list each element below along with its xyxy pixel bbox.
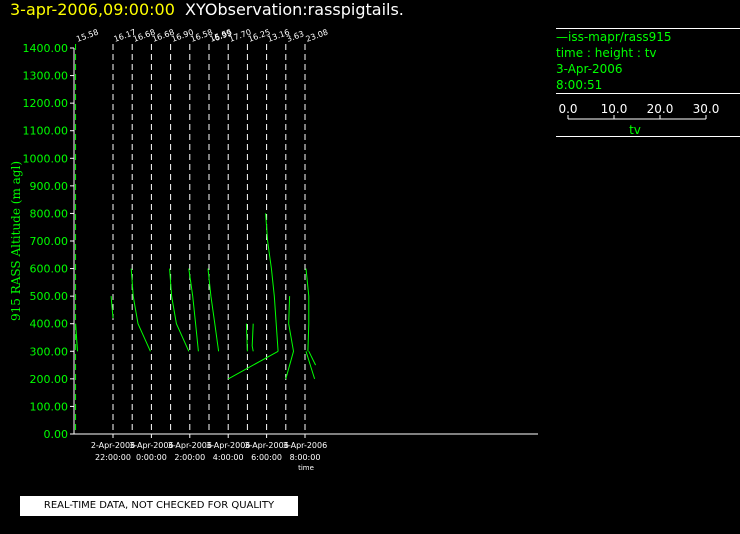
y-axis-label: 915 RASS Altitude (m agl) — [9, 161, 23, 321]
data-series-13 — [308, 351, 317, 366]
header-date: 3-apr-2006,09:00:00 — [10, 0, 175, 19]
legend-date: 3-Apr-2006 — [556, 62, 623, 76]
data-series-8 — [285, 296, 295, 380]
y-tick-label: 800.00 — [30, 207, 69, 220]
y-tick-label: 200.00 — [30, 373, 69, 386]
y-tick-label: 1000.00 — [23, 152, 69, 165]
y-tick-label: 700.00 — [30, 235, 69, 248]
data-series-11 — [251, 323, 254, 352]
x-tick-label-date: 3-Apr-2006 — [283, 441, 327, 450]
y-tick-label: 400.00 — [30, 318, 69, 331]
x-tick-label-date: 3-Apr-2006 — [244, 441, 288, 450]
x-tick-label-time: 2:00:00 — [174, 453, 205, 462]
y-tick-label: 100.00 — [30, 400, 69, 413]
y-tick-label: 600.00 — [30, 263, 69, 276]
legend-scale-tick-label-2: 20.0 — [647, 102, 674, 116]
legend-scale-tick-label-3: 30.0 — [693, 102, 720, 116]
data-series-7 — [265, 213, 279, 352]
legend-color-scale: 0.0 10.0 20.0 30.0 tv — [556, 93, 740, 137]
x-tick-label-date: 3-Apr-2006 — [206, 441, 250, 450]
data-series-12 — [305, 351, 316, 380]
data-series-3 — [169, 268, 190, 352]
y-tick-label: 1400.00 — [23, 42, 69, 55]
legend-panel: —iss-mapr/rass915 time : height : tv 3-A… — [556, 28, 740, 155]
data-series-4 — [188, 268, 199, 352]
profile-value-label: 15.58 — [75, 28, 100, 44]
y-tick-label: 0.00 — [44, 428, 69, 441]
data-series-2 — [130, 268, 151, 352]
legend-scale-tick-label-1: 10.0 — [601, 102, 628, 116]
x-tick-label-time: 4:00:00 — [213, 453, 244, 462]
legend-top-rule — [556, 28, 740, 29]
legend-series-name: —iss-mapr/rass915 — [556, 30, 672, 44]
legend-scale-label: tv — [629, 123, 641, 137]
x-tick-label-time: 8:00:00 — [290, 453, 321, 462]
legend-variables: time : height : tv — [556, 46, 657, 60]
data-series-0 — [75, 323, 78, 352]
x-tick-label-date: 2-Apr-2006 — [91, 441, 135, 450]
data-series-6 — [245, 323, 248, 352]
data-series-9 — [305, 268, 310, 352]
x-tick-label-date: 3-Apr-2006 — [168, 441, 212, 450]
y-tick-label: 500.00 — [30, 290, 69, 303]
data-series-10 — [227, 350, 279, 380]
y-tick-label: 1200.00 — [23, 97, 69, 110]
x-tick-label-time: 22:00:00 — [95, 453, 131, 462]
quality-disclaimer: REAL-TIME DATA, NOT CHECKED FOR QUALITY — [20, 496, 298, 516]
y-tick-label: 1100.00 — [23, 125, 69, 138]
legend-scale-tick-label-0: 0.0 — [558, 102, 577, 116]
y-tick-label: 900.00 — [30, 180, 69, 193]
data-series-1 — [110, 296, 114, 319]
profile-value-label: 23.08 — [305, 28, 330, 44]
data-series-5 — [207, 268, 220, 352]
x-tick-label-date: 3-Apr-2006 — [129, 441, 173, 450]
y-tick-label: 1300.00 — [23, 70, 69, 83]
legend-time: 8:00:51 — [556, 78, 603, 92]
x-tick-label-time: 0:00:00 — [136, 453, 167, 462]
x-axis-label: time — [298, 464, 314, 472]
chart-title: XYObservation:rasspigtails. — [185, 0, 404, 19]
y-tick-label: 300.00 — [30, 345, 69, 358]
x-tick-label-time: 6:00:00 — [251, 453, 282, 462]
